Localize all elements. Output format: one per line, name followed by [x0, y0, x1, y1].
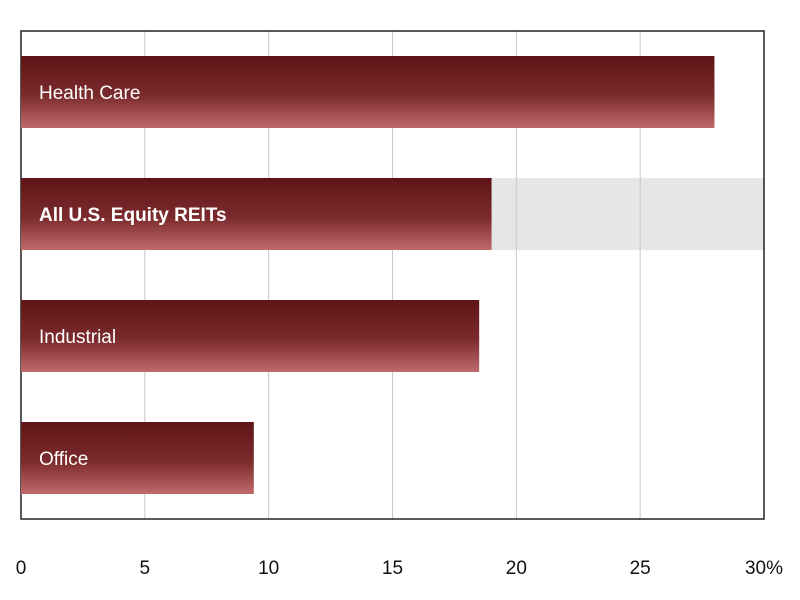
- bar-labels: Health Care All U.S. Equity REITs Industri…: [39, 83, 227, 470]
- bar-label: Office: [39, 449, 88, 470]
- x-tick-label: 15: [382, 558, 403, 579]
- x-tick-labels: 0 5 10 15 20 25 30%: [16, 558, 783, 579]
- x-tick-label: 20: [506, 558, 527, 579]
- plot-frame: [20, 30, 765, 520]
- x-tick-label: 10: [258, 558, 279, 579]
- x-tick-label: 5: [140, 558, 151, 579]
- bar-label: All U.S. Equity REITs: [39, 205, 227, 226]
- bar: [21, 56, 715, 128]
- bar-label: Health Care: [39, 83, 140, 104]
- x-tick-label: 30%: [745, 558, 783, 579]
- bar: [21, 300, 480, 372]
- x-tick-label: 25: [630, 558, 651, 579]
- bar: [21, 178, 492, 250]
- x-tick-label: 0: [16, 558, 27, 579]
- bar: [21, 422, 254, 494]
- bar-label: Industrial: [39, 327, 116, 348]
- bars: [21, 56, 715, 494]
